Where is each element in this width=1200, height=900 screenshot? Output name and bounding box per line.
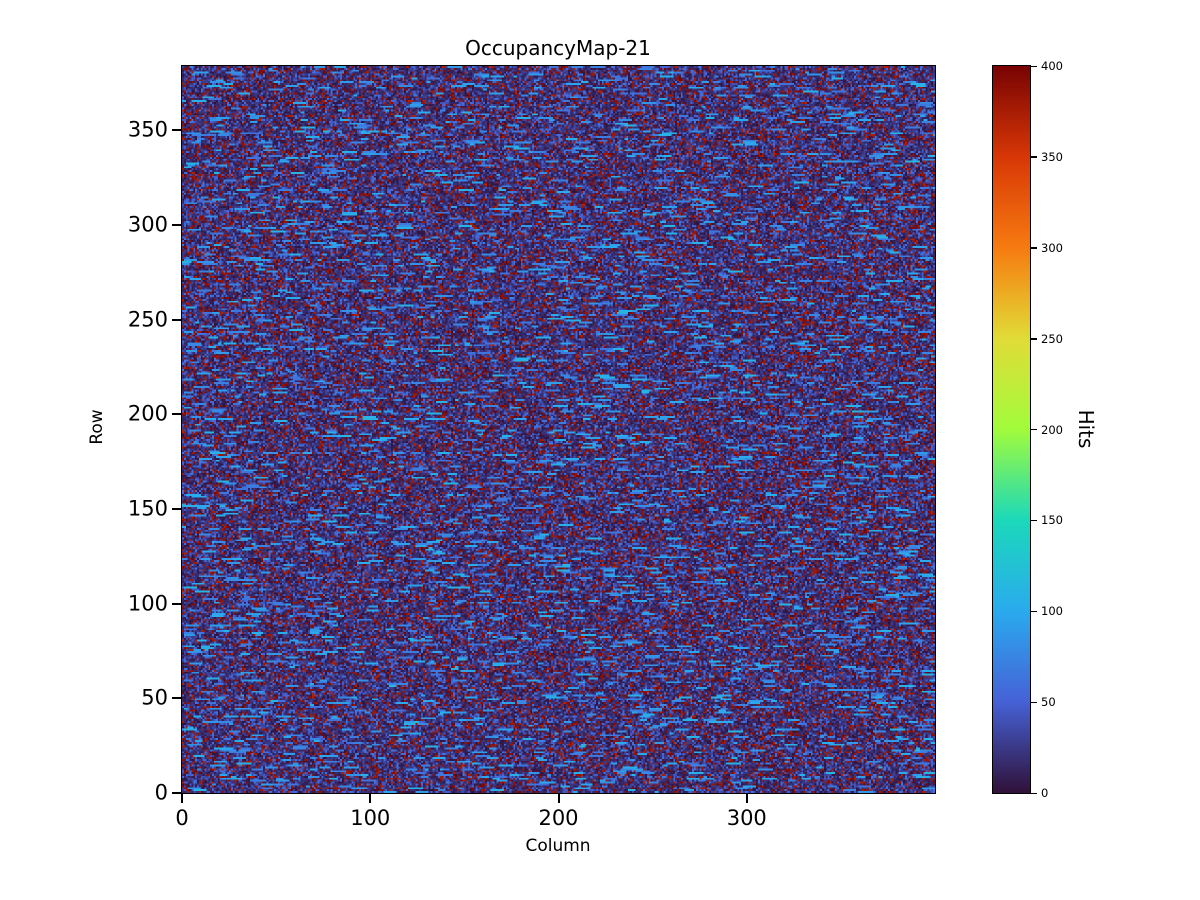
x-tick-mark bbox=[181, 794, 183, 803]
colorbar-tick-label: 300 bbox=[1041, 240, 1063, 255]
colorbar-tick-mark bbox=[1031, 610, 1037, 613]
y-tick-label: 250 bbox=[127, 307, 168, 332]
colorbar bbox=[992, 65, 1031, 794]
x-tick-label: 300 bbox=[726, 806, 767, 830]
x-axis-label: Column bbox=[525, 836, 591, 856]
colorbar-tick-label: 200 bbox=[1041, 422, 1063, 437]
colorbar-tick-mark bbox=[1031, 701, 1037, 704]
x-tick-mark bbox=[557, 794, 560, 803]
y-tick-mark bbox=[172, 697, 181, 700]
colorbar-label: Hits bbox=[1074, 409, 1098, 449]
y-tick-mark bbox=[172, 318, 181, 321]
y-tick-mark bbox=[172, 224, 181, 227]
colorbar-tick-mark bbox=[1031, 429, 1037, 431]
colorbar-tick-mark bbox=[1031, 247, 1037, 249]
y-tick-mark bbox=[172, 792, 181, 794]
x-tick-label: 0 bbox=[175, 806, 189, 830]
y-tick-label: 200 bbox=[127, 401, 168, 426]
colorbar-tick-label: 350 bbox=[1041, 149, 1063, 164]
y-tick-mark bbox=[172, 413, 181, 416]
colorbar-tick-label: 250 bbox=[1041, 331, 1063, 346]
colorbar-tick-label: 150 bbox=[1041, 513, 1063, 528]
y-tick-mark bbox=[172, 602, 181, 605]
colorbar-tick-mark bbox=[1031, 792, 1037, 794]
y-tick-mark bbox=[172, 129, 181, 132]
colorbar-tick-mark bbox=[1031, 519, 1037, 522]
y-tick-label: 0 bbox=[154, 780, 168, 805]
y-tick-label: 100 bbox=[127, 591, 168, 616]
colorbar-tick-label: 50 bbox=[1041, 695, 1056, 710]
y-tick-label: 50 bbox=[141, 685, 168, 710]
colorbar-tick-mark bbox=[1031, 65, 1037, 67]
colorbar-tick-mark bbox=[1031, 338, 1037, 340]
y-tick-label: 300 bbox=[127, 212, 168, 237]
x-tick-mark bbox=[369, 794, 372, 803]
y-tick-label: 350 bbox=[127, 117, 168, 142]
y-tick-mark bbox=[172, 508, 181, 511]
x-tick-label: 100 bbox=[350, 806, 391, 830]
colorbar-tick-label: 0 bbox=[1041, 786, 1049, 800]
y-tick-label: 150 bbox=[127, 496, 168, 521]
heatmap-image bbox=[181, 65, 936, 794]
colorbar-tick-mark bbox=[1031, 156, 1037, 158]
x-tick-label: 200 bbox=[538, 806, 579, 830]
colorbar-tick-label: 100 bbox=[1041, 604, 1063, 619]
plot-title: OccupancyMap-21 bbox=[465, 36, 651, 60]
x-tick-mark bbox=[745, 794, 748, 803]
colorbar-tick-label: 400 bbox=[1041, 59, 1063, 73]
